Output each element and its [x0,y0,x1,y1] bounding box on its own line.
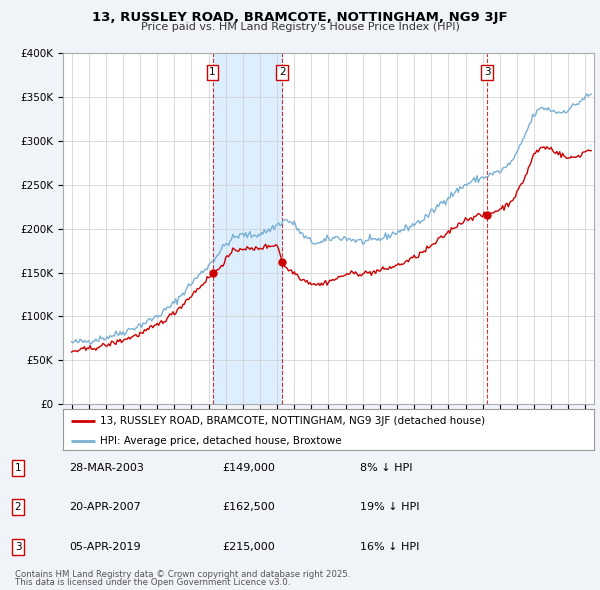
Text: Contains HM Land Registry data © Crown copyright and database right 2025.: Contains HM Land Registry data © Crown c… [15,571,350,579]
Text: 13, RUSSLEY ROAD, BRAMCOTE, NOTTINGHAM, NG9 3JF (detached house): 13, RUSSLEY ROAD, BRAMCOTE, NOTTINGHAM, … [100,416,485,426]
Text: 8% ↓ HPI: 8% ↓ HPI [360,463,413,473]
Bar [212,53,282,404]
Text: HPI: Average price, detached house, Broxtowe: HPI: Average price, detached house, Brox… [100,436,342,446]
Text: 16% ↓ HPI: 16% ↓ HPI [360,542,419,552]
Text: £149,000: £149,000 [222,463,275,473]
Text: This data is licensed under the Open Government Licence v3.0.: This data is licensed under the Open Gov… [15,578,290,587]
Text: 05-APR-2019: 05-APR-2019 [69,542,140,552]
Text: 19% ↓ HPI: 19% ↓ HPI [360,503,419,512]
Text: 28-MAR-2003: 28-MAR-2003 [69,463,144,473]
Text: 2: 2 [279,67,286,77]
Text: 3: 3 [484,67,490,77]
Text: 1: 1 [209,67,216,77]
Text: 2: 2 [14,503,22,512]
Text: 3: 3 [14,542,22,552]
Text: Price paid vs. HM Land Registry's House Price Index (HPI): Price paid vs. HM Land Registry's House … [140,22,460,32]
Text: 13, RUSSLEY ROAD, BRAMCOTE, NOTTINGHAM, NG9 3JF: 13, RUSSLEY ROAD, BRAMCOTE, NOTTINGHAM, … [92,11,508,24]
Text: £215,000: £215,000 [222,542,275,552]
Text: 1: 1 [14,463,22,473]
Text: 20-APR-2007: 20-APR-2007 [69,503,141,512]
Text: £162,500: £162,500 [222,503,275,512]
